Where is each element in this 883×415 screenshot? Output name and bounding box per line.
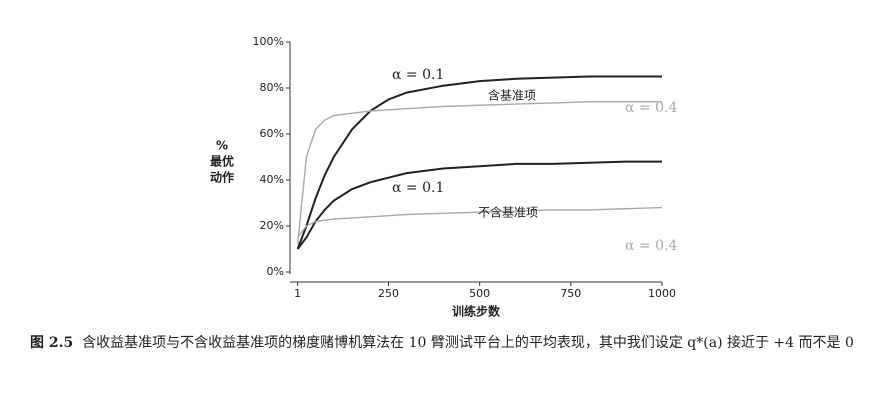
x-tick-label: 500 [469, 287, 490, 300]
data-line [296, 160, 662, 250]
series-label: α = 0.1 [392, 67, 444, 83]
x-axis-label: 训练步数 [452, 304, 501, 319]
y-tick-label: 80% [260, 81, 284, 94]
caption-text: 含收益基准项与不含收益基准项的梯度赌博机算法在 10 臂测试平台上的平均表现，其… [82, 335, 854, 351]
x-tick-label: 1 [294, 287, 301, 300]
data-line [296, 101, 662, 245]
y-axis-label: % [216, 139, 228, 153]
series-label: α = 0.1 [392, 180, 444, 196]
y-tick-label: 100% [253, 35, 284, 48]
x-tick-label: 250 [378, 287, 399, 300]
x-tick-label: 750 [560, 287, 581, 300]
series-label: α = 0.4 [625, 100, 677, 116]
x-tick-label: 1000 [648, 287, 676, 300]
y-tick-label: 60% [260, 127, 284, 140]
data-line [296, 75, 662, 250]
annotation: 不含基准项 [478, 205, 538, 220]
annotation: 含基准项 [488, 88, 536, 103]
data-line [297, 206, 663, 238]
y-tick-label: 20% [260, 219, 284, 232]
series-label: α = 0.4 [625, 238, 677, 254]
figure-number: 图 2.5 [30, 335, 74, 351]
y-axis-label: 最优 [210, 154, 234, 169]
caption: 图 2.5 含收益基准项与不含收益基准项的梯度赌博机算法在 10 臂测试平台上的… [30, 328, 860, 358]
y-tick-label: 0% [267, 265, 284, 278]
y-tick-label: 40% [260, 173, 284, 186]
y-axis-label: 动作 [210, 170, 234, 185]
chart: 0% 20% 40% 60% 80% 100% 1 250 500 750 1000%最优动作训练步… [210, 35, 677, 319]
